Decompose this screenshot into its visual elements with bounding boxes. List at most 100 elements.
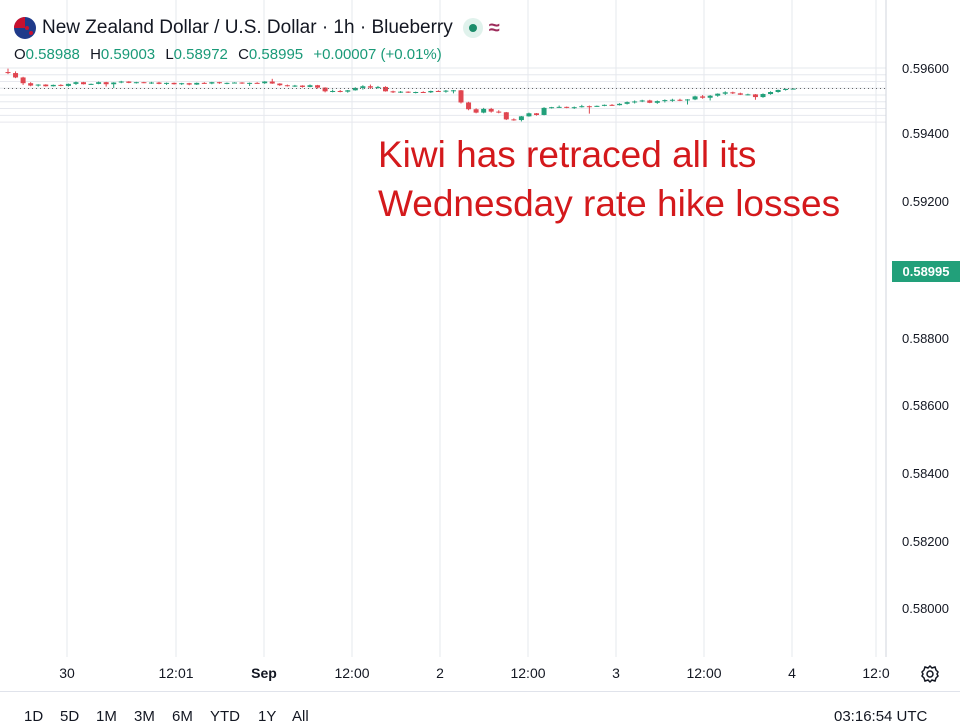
candle: [345, 89, 351, 93]
candle: [186, 82, 192, 86]
price-tick: 0.59400: [902, 126, 949, 141]
candle: [428, 90, 434, 94]
range-1d-button[interactable]: 1D: [24, 708, 44, 725]
settings-gear-icon[interactable]: [920, 664, 940, 684]
candle: [5, 68, 11, 75]
candle: [254, 82, 260, 84]
candle-body: [375, 86, 381, 88]
candle-body: [43, 84, 49, 87]
candle-body: [50, 84, 56, 87]
nzd-usd-flag-icon: [14, 17, 36, 39]
time-tick: 12:00: [686, 665, 722, 681]
candle: [594, 105, 600, 107]
candle: [383, 86, 388, 92]
price-tick: 0.58200: [902, 534, 949, 549]
candle-body: [654, 101, 660, 103]
candle: [496, 110, 502, 114]
candle: [299, 85, 305, 88]
candle: [284, 84, 290, 87]
candle-body: [201, 82, 207, 84]
annotation-line-1: Kiwi has retraced all its: [378, 134, 757, 175]
symbol-header[interactable]: New Zealand Dollar / U.S. Dollar · 1h · …: [14, 14, 500, 42]
time-tick: 4: [788, 665, 796, 681]
candle: [156, 81, 162, 85]
candle-body: [141, 82, 147, 84]
candle: [28, 82, 34, 87]
annotation-line-2: Wednesday rate hike losses: [378, 183, 841, 224]
candle-body: [737, 93, 743, 95]
candle: [277, 83, 283, 86]
bottom-toolbar: 1D 5D 1M 3M 6M YTD 1Y All 03:16:54 UTC: [0, 691, 960, 725]
range-1y-button[interactable]: 1Y: [258, 708, 277, 725]
candle: [315, 84, 321, 89]
range-3m-button[interactable]: 3M: [134, 708, 155, 725]
close-label: C: [238, 46, 249, 63]
range-1m-button[interactable]: 1M: [96, 708, 117, 725]
range-6m-button[interactable]: 6M: [172, 708, 193, 725]
candle: [760, 93, 766, 98]
time-tick: Sep: [251, 665, 277, 681]
candle: [586, 105, 592, 114]
high-value: 0.59003: [100, 46, 156, 63]
candle: [488, 107, 494, 113]
candle-body: [511, 119, 517, 121]
range-5d-button[interactable]: 5D: [60, 708, 80, 725]
candle: [435, 90, 441, 92]
open-label: O: [14, 46, 26, 63]
candle: [398, 90, 404, 94]
candle: [322, 87, 328, 93]
candle: [692, 95, 698, 101]
candle-body: [669, 99, 675, 101]
time-tick: 12:01: [158, 665, 194, 681]
symbol-title: New Zealand Dollar / U.S. Dollar · 1h · …: [42, 17, 453, 38]
candle: [141, 81, 147, 84]
candle: [556, 105, 562, 108]
candle-body: [707, 95, 713, 98]
candle-body: [601, 104, 607, 106]
price-tick: 0.58600: [902, 398, 949, 413]
candle: [111, 82, 117, 88]
candle-body: [624, 102, 630, 104]
candle-body: [284, 85, 290, 87]
candle: [20, 76, 26, 85]
candle: [700, 95, 706, 99]
candle-body: [428, 90, 434, 93]
candle: [330, 89, 336, 93]
close-value: 0.58995: [248, 46, 304, 63]
candle: [232, 82, 237, 84]
candle: [601, 104, 607, 107]
candle-body: [488, 108, 494, 112]
candle-body: [617, 103, 623, 106]
candle-body: [322, 87, 328, 92]
indicator-icon[interactable]: ≈: [488, 16, 500, 39]
market-status-icon[interactable]: [462, 18, 483, 38]
candle: [549, 106, 555, 109]
candle-body: [450, 90, 456, 92]
candle: [50, 84, 56, 87]
candle: [617, 103, 623, 106]
candle-body: [81, 82, 86, 85]
candle: [790, 88, 796, 90]
candle: [360, 85, 366, 90]
candle-body: [518, 116, 524, 121]
candle: [126, 81, 132, 84]
candle: [352, 87, 358, 91]
range-ytd-button[interactable]: YTD: [210, 708, 240, 725]
candle-body: [745, 94, 751, 96]
candle-body: [156, 82, 162, 84]
candle-body: [315, 85, 321, 88]
candle-body: [692, 96, 698, 100]
candle: [541, 107, 547, 116]
candle: [405, 91, 411, 94]
candle: [466, 101, 472, 111]
candle-body: [292, 85, 298, 87]
candle: [481, 107, 487, 114]
candle: [624, 101, 630, 105]
candle: [534, 112, 539, 116]
candle: [685, 99, 690, 105]
candle-body: [96, 82, 102, 84]
candle-body: [632, 101, 638, 103]
candle: [669, 98, 675, 102]
range-all-button[interactable]: All: [292, 708, 309, 725]
